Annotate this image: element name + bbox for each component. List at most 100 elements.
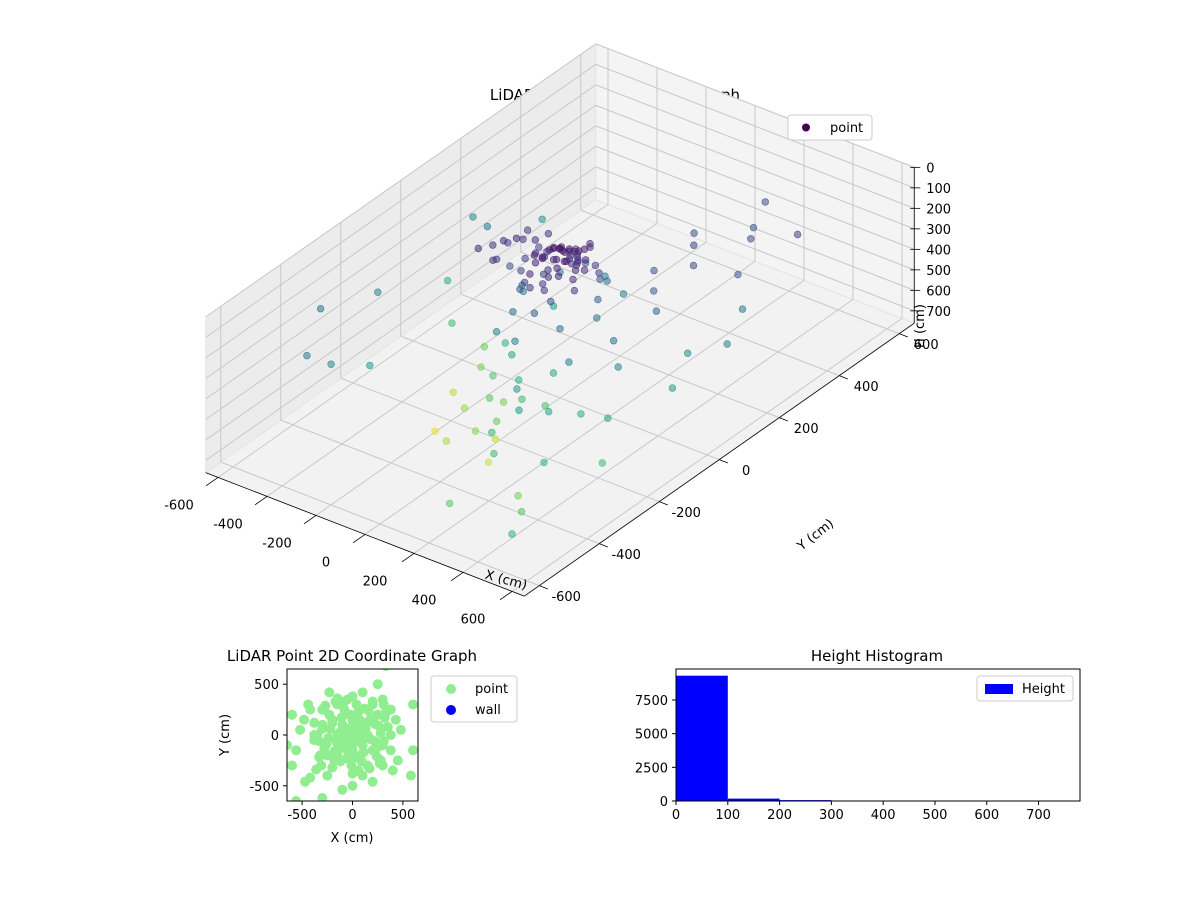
point-3d — [506, 262, 514, 270]
grid-line-z — [595, 145, 915, 271]
point-3d — [544, 407, 553, 416]
point-2d-point — [408, 745, 418, 756]
point-3d — [571, 266, 580, 274]
point-2d-point — [395, 724, 406, 735]
tick-label-2d-x: 0 — [348, 808, 356, 823]
chart-2d-legend-wall-label: wall — [475, 703, 501, 718]
point-2d-point — [305, 704, 316, 715]
point-3d — [554, 272, 563, 280]
chart-2d-ylabel: Y (cm) — [218, 714, 233, 757]
point-3d — [511, 337, 519, 345]
point-3d — [546, 297, 555, 306]
tick-label-hist-y: 7500 — [635, 694, 668, 709]
tick-label-z: 100 — [926, 182, 951, 197]
point-2d-point — [324, 687, 335, 698]
chart-2d-legend: point wall — [430, 675, 518, 723]
point-2d-point — [330, 696, 341, 707]
point-2d-point — [338, 732, 349, 742]
point-3d — [489, 241, 497, 249]
point-2d-point — [337, 784, 348, 795]
point-2d-point — [364, 763, 375, 774]
tick-x — [352, 534, 366, 544]
chart-3d-grid — [205, 43, 915, 592]
tick-y — [659, 501, 668, 506]
point-3d — [515, 376, 523, 384]
point-2d-point — [367, 696, 378, 707]
point-2d-point — [291, 745, 302, 756]
chart-2d-ticks: -500 0 500 -500 0 500 — [249, 678, 415, 823]
tick-label-z: 0 — [926, 161, 934, 176]
point-3d — [516, 285, 524, 293]
point-3d — [749, 223, 758, 232]
point-3d — [526, 270, 534, 278]
point-3d — [575, 247, 583, 255]
point-3d — [540, 458, 548, 467]
point-3d — [469, 213, 477, 221]
point-3d — [545, 246, 554, 254]
point-3d — [530, 251, 539, 259]
point-3d — [471, 427, 480, 435]
tick-label-2d-x: 500 — [390, 808, 415, 823]
point-2d-point — [300, 776, 311, 787]
point-3d — [483, 222, 492, 231]
point-2d-point — [319, 704, 330, 715]
point-3d — [531, 236, 539, 244]
point-2d-point — [387, 765, 398, 776]
point-3d — [598, 459, 606, 467]
point-3d — [489, 372, 497, 380]
point-3d — [577, 410, 585, 418]
point-2d-point — [325, 723, 336, 734]
point-2d-point — [333, 742, 344, 753]
tick-y — [539, 585, 548, 590]
point-3d — [509, 308, 517, 316]
point-2d-point — [341, 753, 352, 764]
point-3d — [517, 508, 526, 516]
point-3d — [652, 307, 661, 315]
point-3d — [553, 264, 561, 272]
point-3d — [538, 254, 547, 263]
point-3d — [761, 198, 769, 206]
point-3d — [604, 414, 612, 422]
tick-label-y: 600 — [914, 338, 939, 353]
point-2d-point — [369, 736, 380, 747]
point-2d-point — [336, 712, 347, 723]
point-3d — [668, 384, 677, 392]
histogram-bar — [676, 675, 728, 801]
chart-2d-legend-point-label: point — [475, 682, 508, 697]
chart-histogram-legend-swatch — [985, 684, 1013, 694]
chart-2d-legend-point-marker — [446, 684, 456, 694]
point-3d — [549, 369, 558, 377]
tick-x — [499, 591, 513, 601]
point-3d — [480, 343, 488, 351]
point-2d-point — [287, 709, 297, 720]
tick-label-x: 200 — [363, 575, 388, 590]
tick-label-hist-y: 0 — [660, 795, 668, 810]
point-3d — [573, 258, 582, 266]
point-3d — [690, 229, 698, 237]
point-3d — [650, 266, 658, 275]
point-2d-point — [317, 793, 328, 801]
tick-label-2d-y: -500 — [249, 780, 279, 795]
point-2d-point — [367, 745, 378, 756]
tick-label-y: -600 — [551, 590, 581, 605]
grid-line-z — [595, 63, 915, 189]
grid-line-z — [595, 104, 915, 230]
tick-label-hist-y: 5000 — [635, 728, 668, 743]
point-3d — [683, 349, 692, 357]
tick-label-z: 300 — [926, 223, 951, 238]
tick-label-y: 400 — [854, 380, 879, 395]
point-3d — [538, 215, 546, 224]
point-3d — [649, 287, 658, 295]
point-2d-point — [385, 745, 396, 756]
chart-3d-ylabel: Y (cm) — [794, 516, 837, 554]
point-3d — [747, 235, 755, 243]
tick-label-hist-x: 300 — [819, 808, 844, 823]
point-2d-point — [309, 717, 320, 728]
point-3d — [734, 270, 742, 279]
point-3d — [594, 295, 602, 304]
grid-line-z — [205, 145, 597, 420]
point-3d — [569, 275, 577, 284]
point-3d — [513, 385, 521, 393]
point-2d-point — [317, 719, 328, 730]
point-3d — [327, 360, 335, 368]
